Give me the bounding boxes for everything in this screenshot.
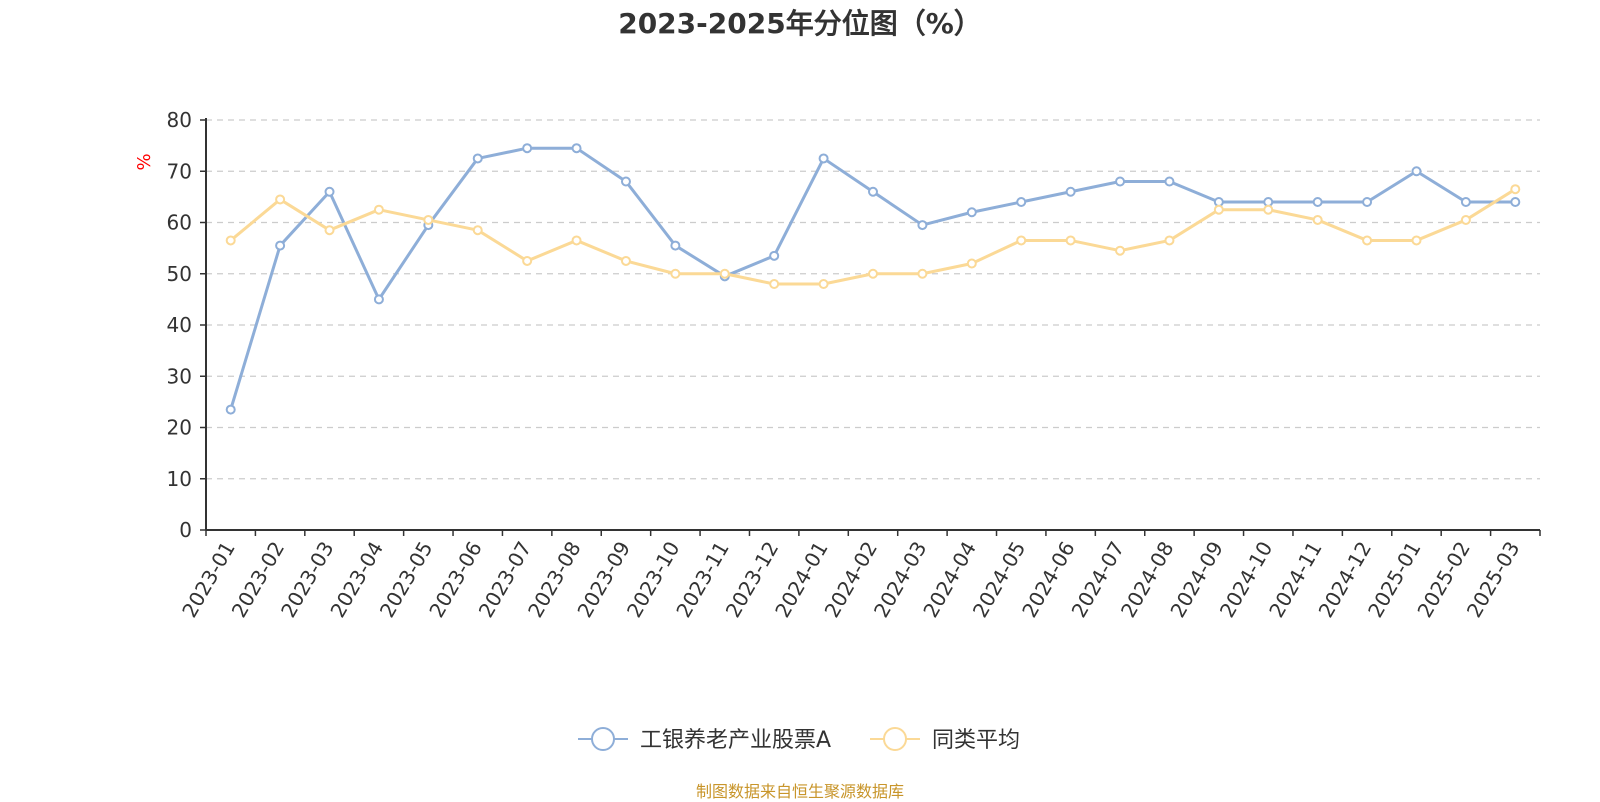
data-point[interactable]	[1115, 245, 1126, 256]
data-point[interactable]	[373, 204, 384, 215]
data-point[interactable]	[1016, 235, 1027, 246]
data-point[interactable]	[868, 186, 878, 197]
data-point[interactable]	[571, 235, 582, 246]
legend-marker	[883, 727, 907, 751]
source-note: 制图数据来自恒生聚源数据库	[695, 782, 904, 801]
data-point[interactable]	[966, 207, 977, 218]
y-tick-label: 20	[167, 416, 192, 440]
legend-label: 同类平均	[932, 728, 1020, 753]
legend-marker	[591, 727, 615, 751]
data-point[interactable]	[275, 240, 286, 251]
y-tick-label: 30	[167, 364, 192, 388]
data-point[interactable]	[620, 255, 631, 266]
series-lines	[225, 143, 1521, 415]
y-tick-label: 10	[167, 467, 192, 491]
data-point[interactable]	[1115, 176, 1126, 187]
data-point[interactable]	[1510, 184, 1521, 195]
y-tick-label: 40	[167, 313, 192, 337]
y-tick-label: 70	[167, 159, 192, 183]
legend-label: 工银养老产业股票A	[640, 728, 831, 753]
data-point[interactable]	[966, 258, 977, 269]
data-point[interactable]	[917, 220, 928, 231]
data-point[interactable]	[324, 186, 335, 197]
data-point[interactable]	[1065, 186, 1076, 197]
data-point[interactable]	[225, 235, 236, 246]
y-tick-label: 50	[167, 262, 192, 286]
data-point[interactable]	[1065, 235, 1076, 246]
data-point[interactable]	[818, 153, 829, 164]
y-axis-label: %	[134, 153, 155, 170]
data-point[interactable]	[472, 153, 483, 164]
data-point[interactable]	[1164, 176, 1175, 187]
data-point[interactable]	[472, 225, 483, 236]
data-point[interactable]	[620, 176, 631, 187]
data-point[interactable]	[1312, 214, 1323, 225]
data-point[interactable]	[719, 268, 730, 279]
data-point[interactable]	[670, 268, 681, 279]
y-tick-label: 80	[167, 108, 192, 132]
data-point[interactable]	[1411, 235, 1422, 246]
data-point[interactable]	[1263, 204, 1274, 215]
data-point[interactable]	[769, 250, 780, 261]
data-point[interactable]	[1164, 235, 1175, 246]
data-point[interactable]	[522, 255, 533, 266]
data-point[interactable]	[1510, 197, 1521, 207]
data-point[interactable]	[275, 194, 286, 205]
legend-item-2[interactable]: 同类平均	[870, 727, 1020, 753]
data-point[interactable]	[1016, 197, 1027, 207]
data-point[interactable]	[1362, 197, 1373, 207]
series-1	[225, 143, 1521, 415]
data-point[interactable]	[917, 268, 928, 279]
y-tick-label: 0	[179, 518, 192, 542]
data-point[interactable]	[818, 279, 829, 289]
y-tick-label: 60	[167, 211, 192, 235]
data-point[interactable]	[670, 240, 681, 251]
grid-lines	[206, 119, 1540, 480]
axes: 01020304050607080%2023-012023-022023-032…	[134, 108, 1541, 622]
series-2	[225, 184, 1521, 289]
legend[interactable]: 工银养老产业股票A 同类平均	[578, 727, 1020, 753]
data-point[interactable]	[1460, 197, 1471, 207]
data-point[interactable]	[1362, 235, 1373, 246]
data-point[interactable]	[1460, 214, 1471, 225]
data-point[interactable]	[423, 214, 434, 225]
data-point[interactable]	[1213, 204, 1224, 215]
data-point[interactable]	[522, 143, 533, 154]
legend-item-1[interactable]: 工银养老产业股票A	[578, 727, 831, 753]
data-point[interactable]	[1411, 166, 1422, 177]
data-point[interactable]	[769, 279, 780, 289]
data-point[interactable]	[324, 225, 335, 236]
data-point[interactable]	[373, 294, 384, 305]
data-point[interactable]	[1312, 197, 1323, 207]
data-point[interactable]	[868, 268, 878, 279]
chart-title: 2023-2025年分位图（%）	[618, 7, 982, 40]
data-point[interactable]	[225, 404, 236, 415]
data-point[interactable]	[571, 143, 582, 154]
